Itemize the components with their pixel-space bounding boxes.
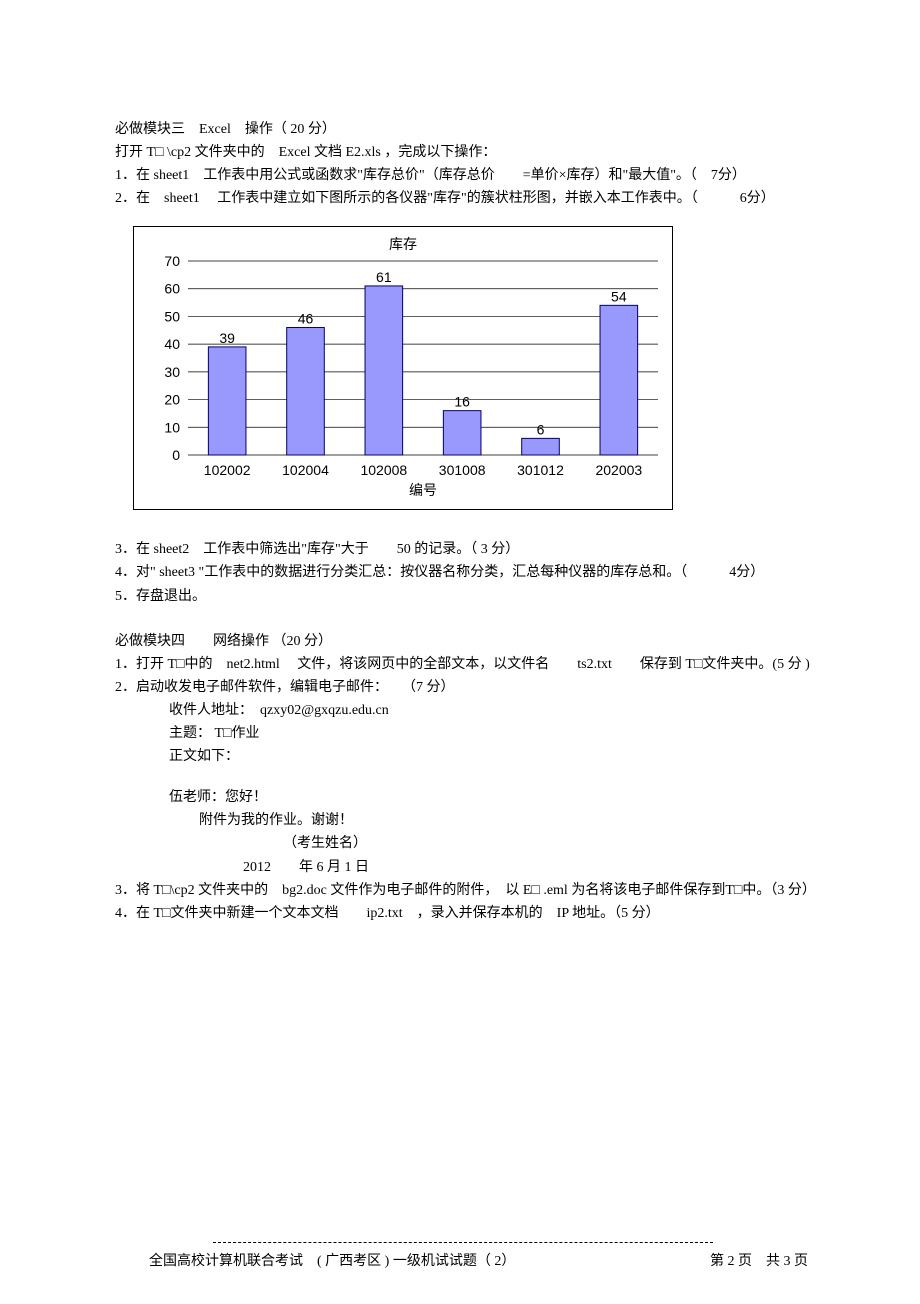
inventory-chart: 库存 0 10 20 30 40 50 60 70 39 102002 46 102004 61 1020… — [133, 226, 673, 510]
module4-q4: 4．在 T□文件夹中新建一个文本文档 ip2.txt ，录入并保存本机的 IP … — [115, 902, 810, 925]
svg-text:50: 50 — [164, 309, 180, 325]
svg-text:20: 20 — [164, 392, 180, 408]
email-date: 2012 年 6 月 1 日 — [115, 856, 810, 879]
svg-text:40: 40 — [164, 337, 180, 353]
svg-text:70: 70 — [164, 253, 180, 269]
svg-text:301012: 301012 — [517, 462, 564, 478]
email-subject: 主题： T□作业 — [115, 722, 810, 745]
chart-svg: 库存 0 10 20 30 40 50 60 70 39 102002 46 102004 61 1020… — [134, 227, 672, 509]
email-greet: 伍老师：您好！ — [115, 786, 810, 809]
svg-text:54: 54 — [611, 289, 627, 305]
module3-q5: 5．存盘退出。 — [115, 585, 810, 608]
svg-text:39: 39 — [219, 330, 235, 346]
module3-q1: 1．在 sheet1 工作表中用公式或函数求"库存总价"（库存总价 =单价×库存… — [115, 164, 810, 187]
module3-heading: 必做模块三 Excel 操作（ 20 分） — [115, 118, 810, 141]
svg-text:16: 16 — [454, 394, 470, 410]
email-body1: 附件为我的作业。谢谢！ — [115, 809, 810, 832]
svg-text:0: 0 — [172, 447, 180, 463]
email-body-label: 正文如下： — [115, 745, 810, 768]
page-footer: 全国高校计算机联合考试 ( 广西考区 ) 一级机试试题（ 2） 第 2 页 共 … — [115, 1226, 810, 1270]
svg-text:30: 30 — [164, 364, 180, 380]
module3-q3: 3．在 sheet2 工作表中筛选出"库存"大于 50 的记录。（ 3 分） — [115, 538, 810, 561]
svg-text:202003: 202003 — [595, 462, 642, 478]
svg-text:102004: 102004 — [282, 462, 329, 478]
module4-q1: 1．打开 T□中的 net2.html 文件，将该网页中的全部文本，以文件名 t… — [115, 653, 810, 676]
module4-q3: 3．将 T□\cp2 文件夹中的 bg2.doc 文件作为电子邮件的附件， 以 … — [115, 879, 810, 902]
svg-text:61: 61 — [376, 269, 392, 285]
chart-title: 库存 — [389, 237, 417, 253]
document-page: 必做模块三 Excel 操作（ 20 分） 打开 T□ \cp2 文件夹中的 E… — [0, 0, 920, 1304]
module3-open: 打开 T□ \cp2 文件夹中的 Excel 文档 E2.xls ，完成以下操作… — [115, 141, 810, 164]
module4-heading: 必做模块四 网络操作 （20 分） — [115, 630, 810, 653]
svg-text:102002: 102002 — [204, 462, 251, 478]
svg-text:60: 60 — [164, 281, 180, 297]
svg-text:10: 10 — [164, 420, 180, 436]
module4-q2: 2．启动收发电子邮件软件，编辑电子邮件： （7 分） — [115, 676, 810, 699]
module3-q4: 4．对" sheet3 "工作表中的数据进行分类汇总：按仪器名称分类，汇总每种仪… — [115, 561, 810, 584]
email-sign: （考生姓名） — [115, 832, 810, 855]
module3-q2: 2．在 sheet1 工作表中建立如下图所示的各仪器"库存"的簇状柱形图，并嵌入… — [115, 187, 810, 210]
email-recipient: 收件人地址： qzxy02@gxqzu.edu.cn — [115, 699, 810, 722]
svg-text:102008: 102008 — [360, 462, 407, 478]
footer-rule — [213, 1242, 713, 1243]
footer-right: 第 2 页 共 3 页 — [710, 1250, 808, 1270]
svg-text:301008: 301008 — [439, 462, 486, 478]
svg-text:编号: 编号 — [409, 483, 437, 499]
svg-text:6: 6 — [537, 422, 545, 438]
footer-left: 全国高校计算机联合考试 ( 广西考区 ) 一级机试试题（ 2） — [149, 1250, 515, 1270]
plot-area: 0 10 20 30 40 50 60 70 39 102002 46 102004 61 102008 1… — [164, 253, 658, 499]
svg-text:46: 46 — [298, 311, 314, 327]
